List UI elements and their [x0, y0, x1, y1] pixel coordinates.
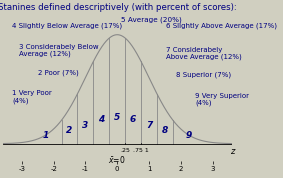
Text: .75 1: .75 1 [133, 148, 149, 153]
Text: 5 Average (20%): 5 Average (20%) [121, 17, 182, 23]
Text: 2: 2 [67, 126, 73, 135]
Text: 6 Slightly Above Average (17%): 6 Slightly Above Average (17%) [166, 22, 278, 29]
Text: 6: 6 [130, 115, 136, 124]
Text: 7: 7 [146, 121, 152, 130]
Title: Stanines defined descriptively (with percent of scores):: Stanines defined descriptively (with per… [0, 3, 237, 12]
Text: 3: 3 [82, 121, 89, 130]
Text: .25: .25 [120, 148, 130, 153]
Text: 1 Very Poor
(4%): 1 Very Poor (4%) [12, 90, 52, 104]
Text: 8: 8 [162, 126, 168, 135]
Text: 8 Superior (7%): 8 Superior (7%) [176, 71, 231, 78]
Text: 5: 5 [114, 113, 120, 122]
Text: $\bar{x}$=0: $\bar{x}$=0 [108, 154, 126, 165]
Text: 9 Very Superior
(4%): 9 Very Superior (4%) [195, 93, 249, 106]
Text: 9: 9 [186, 131, 192, 140]
Text: 4: 4 [98, 115, 104, 124]
Text: 7 Considerabely
Above Average (12%): 7 Considerabely Above Average (12%) [166, 47, 242, 60]
Text: z: z [230, 147, 234, 156]
Text: 3 Considerabely Below
Average (12%): 3 Considerabely Below Average (12%) [19, 44, 98, 57]
Text: 4 Slightly Below Average (17%): 4 Slightly Below Average (17%) [12, 22, 123, 29]
Text: 2 Poor (7%): 2 Poor (7%) [38, 70, 78, 76]
Text: 1: 1 [42, 131, 49, 140]
